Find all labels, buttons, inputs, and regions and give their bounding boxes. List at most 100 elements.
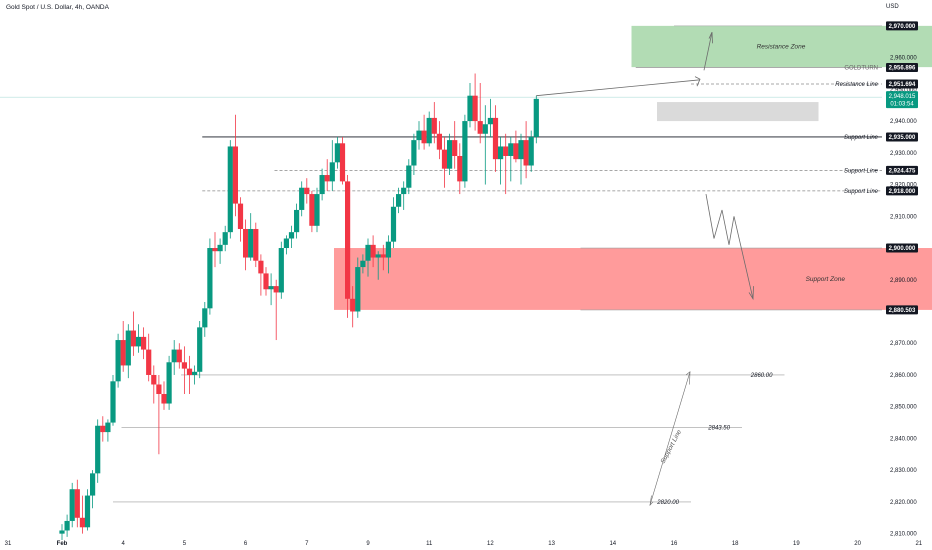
y-tick-label: 2,860.000 xyxy=(890,373,917,379)
symbol-title: Gold Spot / U.S. Dollar, 4h, OANDA xyxy=(6,4,109,11)
candle-body xyxy=(401,187,407,195)
candle-body xyxy=(84,495,91,528)
projection-arrow-up-short xyxy=(536,79,701,97)
price-line-label: Support Line xyxy=(844,189,879,195)
y-tick-label: 2,830.000 xyxy=(890,468,917,474)
x-tick-label: 18 xyxy=(732,541,739,547)
y-tick-label: 2,950.000 xyxy=(890,87,917,93)
candle-layer xyxy=(59,73,539,540)
candle-body xyxy=(130,330,136,347)
x-tick-label: 11 xyxy=(426,541,433,547)
y-tick-label: 2,930.000 xyxy=(890,151,917,157)
candle-body xyxy=(472,95,478,122)
candle-body xyxy=(263,273,269,290)
candle-body xyxy=(141,336,147,350)
x-tick-label: 5 xyxy=(183,541,187,547)
candle-body xyxy=(431,117,437,134)
candle-body xyxy=(299,187,305,210)
candle-body xyxy=(508,143,514,156)
candle-body xyxy=(268,286,274,290)
candle-body xyxy=(452,140,458,156)
candle-body xyxy=(197,327,203,372)
x-tick-label: 6 xyxy=(244,541,248,547)
zone-layer: Resistance Zone Support Zone xyxy=(334,25,932,310)
time-axis[interactable]: 31Feb456791112131416181920212325262728Ma… xyxy=(5,541,932,547)
arrow-head xyxy=(685,371,691,385)
candle-body xyxy=(487,117,493,125)
y-tick-label: 2,820.000 xyxy=(890,500,917,506)
price-tag-label: 2,935.000 xyxy=(889,135,916,141)
candle-body xyxy=(115,340,121,382)
candle-body xyxy=(69,489,75,521)
price-tag-bg xyxy=(886,21,918,31)
candle-body xyxy=(528,136,534,166)
price-tag-label: 2,900.000 xyxy=(889,246,916,252)
candle-body xyxy=(345,181,351,299)
candle-body xyxy=(319,175,325,195)
candle-body xyxy=(217,244,223,252)
price-tag-bg xyxy=(886,165,918,175)
price-line-label: Support Line xyxy=(844,135,879,141)
candle-body xyxy=(390,206,397,242)
candle-body xyxy=(135,336,142,347)
x-tick-label: 21 xyxy=(915,541,922,547)
x-tick-label: 19 xyxy=(793,541,800,547)
candle-body xyxy=(426,117,432,144)
candle-body xyxy=(477,121,483,134)
candle-body xyxy=(100,425,106,433)
ray-label: 2860.00 xyxy=(750,373,773,379)
y-tick-label: 2,840.000 xyxy=(890,436,917,442)
x-tick-label: 9 xyxy=(366,541,370,547)
candle-body xyxy=(186,368,193,375)
x-tick-label: 13 xyxy=(548,541,555,547)
candle-body xyxy=(462,121,468,182)
y-tick-label: 2,810.000 xyxy=(890,532,917,538)
candle-body xyxy=(467,95,473,122)
candle-body xyxy=(513,143,519,160)
candle-body xyxy=(74,489,80,518)
candle-body xyxy=(207,248,213,309)
current-price-tag-bg xyxy=(886,91,918,109)
line-layer: Support Line Support Line Support Line Resi… xyxy=(0,25,882,506)
currency-label[interactable]: USD xyxy=(886,4,899,10)
candle-body xyxy=(161,394,167,404)
candle-body xyxy=(523,140,529,166)
x-tick-label: 4 xyxy=(122,541,126,547)
candle-body xyxy=(120,340,126,366)
y-tick-label: 2,870.000 xyxy=(890,341,917,347)
candle-body xyxy=(288,232,295,239)
price-axis[interactable]: 2,810.000 2,820.000 2,830.000 2,840.000 2,85… xyxy=(886,21,918,538)
candle-body xyxy=(370,244,376,258)
candle-body xyxy=(329,162,335,182)
candle-body xyxy=(146,349,152,375)
candle-body xyxy=(105,422,111,433)
candle-body xyxy=(202,308,208,328)
price-tag-label: 2,970.000 xyxy=(889,24,916,30)
candle-body xyxy=(176,349,182,363)
diagonal-support-line xyxy=(649,371,691,506)
arrow-head xyxy=(708,32,713,44)
candle-body xyxy=(156,384,162,395)
candle-body xyxy=(222,232,228,245)
zone-label: Support Zone xyxy=(806,276,846,283)
candle-body xyxy=(380,254,386,258)
ray-label: 2820.00 xyxy=(656,500,679,506)
candle-body xyxy=(436,133,442,150)
candle-body xyxy=(533,98,539,137)
current-price-tag: 2,948.015 xyxy=(889,94,916,100)
candle-body xyxy=(396,194,402,207)
candle-body xyxy=(355,267,361,312)
candle-body xyxy=(498,146,504,160)
candle-body xyxy=(503,146,509,156)
candle-body xyxy=(125,330,131,366)
candle-body xyxy=(447,140,453,169)
zone-rect xyxy=(631,25,932,68)
candle-body xyxy=(248,228,254,258)
candle-body xyxy=(360,260,366,268)
candle-body xyxy=(79,517,85,528)
price-tag-label: 2,880.503 xyxy=(889,308,916,314)
price-tag-label: 2,918.000 xyxy=(889,189,916,195)
candle-body xyxy=(339,143,346,182)
price-line-label: GOLDTURN xyxy=(844,65,878,71)
